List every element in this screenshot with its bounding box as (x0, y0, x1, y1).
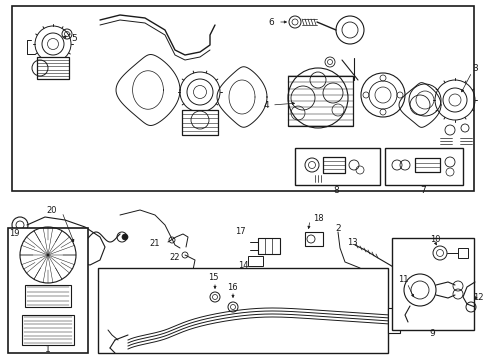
Bar (287, 76, 352, 126)
Text: 14: 14 (237, 261, 248, 270)
Text: 17: 17 (234, 226, 245, 235)
Ellipse shape (22, 340, 74, 350)
Bar (37, 57, 69, 79)
Text: 5: 5 (71, 33, 77, 42)
Bar (12, 6, 473, 191)
Text: 8: 8 (332, 185, 338, 194)
Text: 18: 18 (312, 213, 323, 222)
Bar (305, 232, 323, 246)
Text: 10: 10 (429, 234, 439, 243)
Bar (8, 228, 88, 353)
Text: 11: 11 (397, 275, 407, 284)
Bar (25, 285, 71, 307)
Text: 3: 3 (471, 63, 477, 72)
Text: 16: 16 (226, 283, 237, 292)
Text: 9: 9 (428, 329, 434, 338)
Text: 21: 21 (149, 239, 160, 248)
Text: 4: 4 (263, 100, 268, 109)
Text: 6: 6 (267, 18, 273, 27)
Bar (414, 158, 439, 172)
Circle shape (122, 234, 128, 240)
Ellipse shape (22, 310, 74, 320)
Bar (323, 157, 345, 173)
Text: 20: 20 (47, 206, 57, 215)
Bar (22, 315, 74, 345)
Bar (98, 268, 387, 353)
Text: 1: 1 (45, 346, 51, 355)
Bar (384, 148, 462, 185)
Text: 22: 22 (169, 253, 180, 262)
Text: 19: 19 (9, 229, 19, 238)
Text: 13: 13 (346, 238, 357, 247)
Text: 15: 15 (207, 274, 218, 283)
Ellipse shape (25, 281, 71, 289)
Bar (258, 238, 280, 254)
Text: 2: 2 (334, 224, 340, 233)
Bar (294, 148, 379, 185)
Text: 7: 7 (419, 185, 425, 194)
Text: 12: 12 (472, 293, 482, 302)
Bar (457, 248, 467, 258)
Bar (182, 110, 218, 135)
Bar (387, 308, 399, 333)
Ellipse shape (25, 303, 71, 311)
Bar (247, 256, 263, 266)
Bar (391, 238, 473, 330)
